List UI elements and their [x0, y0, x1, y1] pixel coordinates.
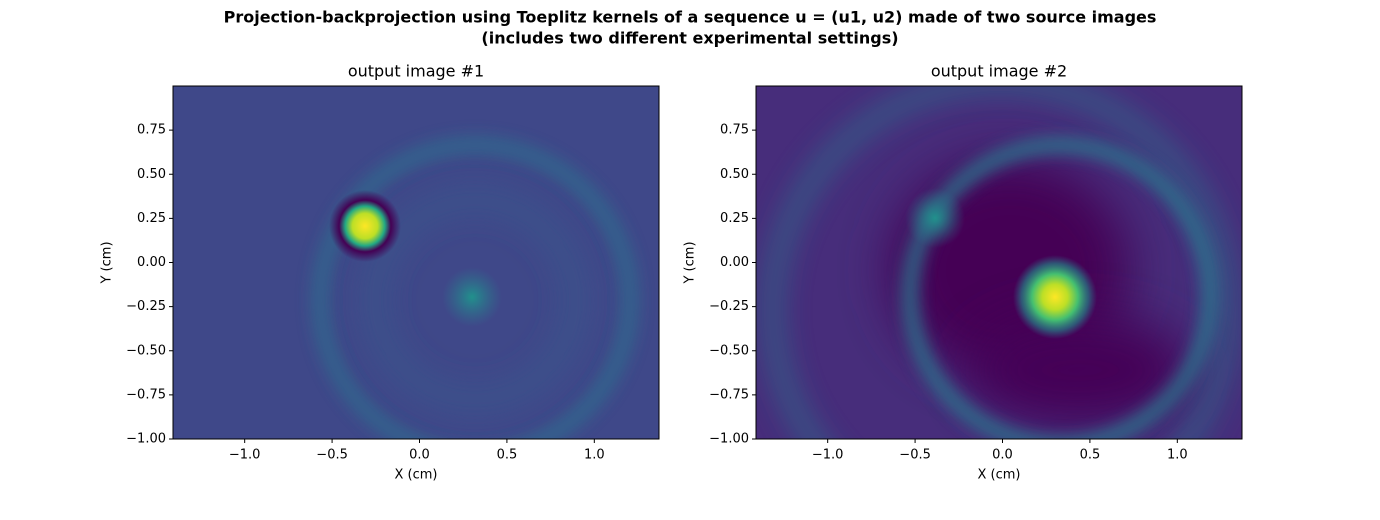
x-tick-label: 0.5: [497, 448, 518, 463]
x-tick-label: −1.0: [812, 448, 844, 463]
x-tick-label: −1.0: [229, 448, 261, 463]
x-tick-label: −0.5: [316, 448, 348, 463]
y-tick-label: 0.25: [720, 211, 749, 226]
x-tick-label: −0.5: [899, 448, 931, 463]
ring: [763, 86, 1237, 439]
y-tick-label: 0.25: [137, 211, 166, 226]
y-tick-label: −0.50: [709, 343, 749, 358]
x-axis-label: X (cm): [978, 468, 1021, 483]
suptitle: (includes two different experimental set…: [481, 29, 898, 48]
y-tick-label: 0.50: [720, 167, 749, 182]
x-tick-label: 1.0: [584, 448, 605, 463]
y-tick-label: 0.75: [137, 123, 166, 138]
y-tick-label: 0.75: [720, 123, 749, 138]
axes-title: output image #1: [348, 62, 484, 81]
y-tick-label: −0.75: [709, 387, 749, 402]
heatmap: [756, 86, 1242, 439]
x-tick-label: 1.0: [1167, 448, 1188, 463]
y-tick-label: −0.50: [126, 343, 166, 358]
y-tick-label: 0.00: [137, 255, 166, 270]
x-axis-label: X (cm): [395, 468, 438, 483]
ring: [902, 137, 1218, 439]
blob: [905, 188, 965, 248]
blob: [442, 267, 502, 327]
y-tick-label: 0.00: [720, 255, 749, 270]
y-tick-label: −1.00: [126, 432, 166, 447]
region: [970, 315, 1190, 425]
heatmap: [173, 86, 659, 439]
x-tick-label: 0.5: [1080, 448, 1101, 463]
y-axis-label: Y (cm): [683, 241, 698, 284]
y-tick-label: −0.25: [126, 299, 166, 314]
axes-title: output image #2: [931, 62, 1067, 81]
y-tick-label: −0.25: [709, 299, 749, 314]
ring: [365, 190, 585, 410]
x-tick-label: 0.0: [992, 448, 1013, 463]
y-tick-label: −0.75: [126, 387, 166, 402]
y-tick-label: 0.50: [137, 167, 166, 182]
y-tick-label: −1.00: [709, 432, 749, 447]
suptitle: Projection-backprojection using Toeplitz…: [224, 8, 1157, 27]
blob: [1013, 255, 1097, 339]
ring: [312, 137, 638, 439]
y-axis-label: Y (cm): [100, 241, 115, 284]
x-tick-label: 0.0: [409, 448, 430, 463]
blob: [329, 190, 401, 262]
